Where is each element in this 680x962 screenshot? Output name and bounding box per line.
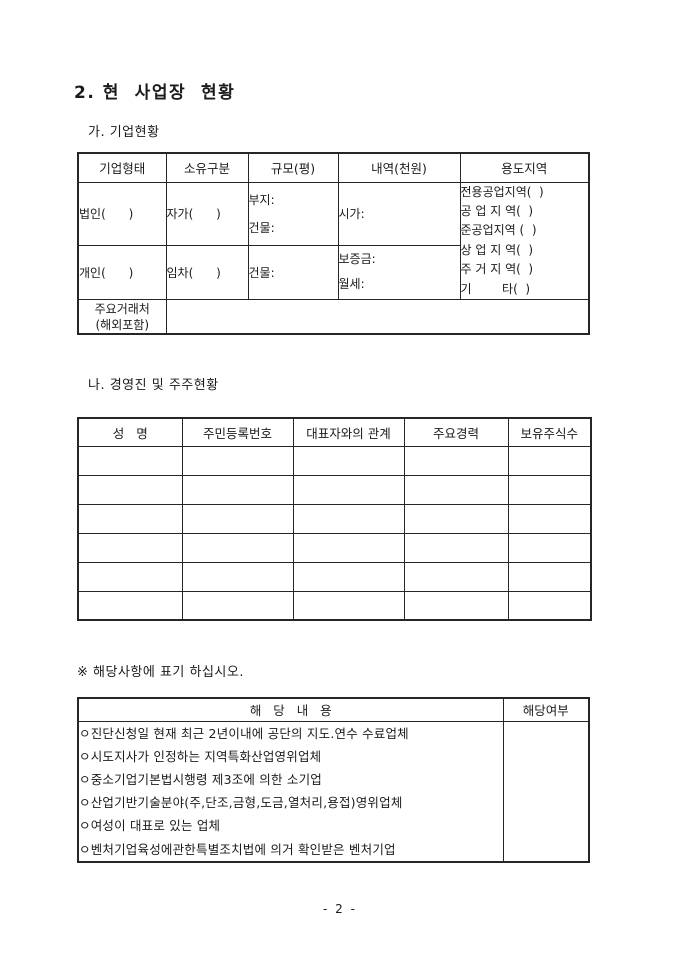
cell-market-price: 시가: [337,181,461,246]
checklist-items-cell: ㅇ진단신청일 현재 최근 2년이내에 공단의 지도.연수 수료업체 ㅇ시도지사가… [77,720,504,863]
checklist-body-row: ㅇ진단신청일 현재 최근 2년이내에 공단의 지도.연수 수료업체 ㅇ시도지사가… [77,720,590,863]
section-a-label: 가. 기업현황 [88,125,160,140]
empty-cell [507,532,592,563]
checklist-item: ㅇ산업기반기술분야(주,단조,금형,도금,열처리,용접)영위업체 [79,795,403,811]
empty-cell [77,590,183,621]
empty-cell [403,503,509,534]
empty-cell [181,561,294,592]
cell-major-partners-value [165,298,590,335]
column-header-shares: 보유주식수 [507,417,592,447]
empty-cell [181,474,294,505]
checklist-item: ㅇ시도지사가 인정하는 지역특화산업영위업체 [79,748,322,764]
empty-cell [292,590,405,621]
check-instruction-note: ※ 해당사항에 표기 하십시오. [77,665,244,680]
cell-major-partners-label: 주요거래처 (해외포함) [77,298,167,335]
cell-corporation-checkbox: 법인( ) [77,181,167,246]
empty-cell [403,590,509,621]
column-header-content: 해 당 내 용 [77,697,504,722]
column-header-career: 주요경력 [403,417,509,447]
management-empty-row [77,503,592,534]
column-header-relation: 대표자와의 관계 [292,417,405,447]
section-b-label: 나. 경영진 및 주주현황 [88,378,219,393]
empty-cell [403,445,509,476]
checklist-item: ㅇ여성이 대표로 있는 업체 [79,818,221,834]
empty-cell [181,532,294,563]
empty-cell [507,474,592,505]
empty-cell [403,561,509,592]
empty-cell [181,590,294,621]
checklist-status-cell [502,720,590,863]
empty-cell [292,561,405,592]
empty-cell [181,445,294,476]
empty-cell [507,590,592,621]
company-info-table: 기업형태 소유구분 규모(평) 내역(천원) 용도지역 법인( ) 자가( ) … [77,152,590,336]
empty-cell [507,503,592,534]
cell-land-building-scale: 부지: 건물: [247,181,339,246]
empty-cell [77,561,183,592]
management-empty-row [77,590,592,621]
checklist-table: 해 당 내 용 해당여부 ㅇ진단신청일 현재 최근 2년이내에 공단의 지도.연… [77,697,590,863]
cell-deposit-rent: 보증금: 월세: [337,244,461,300]
management-empty-row [77,445,592,476]
empty-cell [292,445,405,476]
management-table-header-row: 성 명 주민등록번호 대표자와의 관계 주요경력 보유주식수 [77,417,592,447]
column-header-scale: 규모(평) [247,152,339,183]
empty-cell [292,474,405,505]
empty-cell [507,561,592,592]
page-number: - 2 - [323,902,357,916]
management-empty-row [77,532,592,563]
management-empty-row [77,474,592,505]
column-header-resident-id: 주민등록번호 [181,417,294,447]
empty-cell [292,532,405,563]
company-table-header-row: 기업형태 소유구분 규모(평) 내역(천원) 용도지역 [77,152,590,183]
cell-self-owned-checkbox: 자가( ) [165,181,249,246]
empty-cell [403,532,509,563]
company-table-row-corporation: 법인( ) 자가( ) 부지: 건물: 시가: 전용공업지역( ) 공 업 지 … [77,181,590,300]
empty-cell [403,474,509,505]
management-shareholders-table: 성 명 주민등록번호 대표자와의 관계 주요경력 보유주식수 [77,417,592,621]
column-header-ownership: 소유구분 [165,152,249,183]
empty-cell [77,532,183,563]
cell-leased-checkbox: 임차( ) [165,244,249,300]
checklist-item: ㅇ진단신청일 현재 최근 2년이내에 공단의 지도.연수 수료업체 [79,725,409,741]
column-header-name: 성 명 [77,417,183,447]
cell-individual-checkbox: 개인( ) [77,244,167,300]
empty-cell [507,445,592,476]
empty-cell [77,503,183,534]
page-title: 2. 현 사업장 현황 [74,83,236,103]
empty-cell [292,503,405,534]
management-empty-row [77,561,592,592]
cell-building-scale: 건물: [247,244,339,300]
company-table-row-individual: 개인( ) 임차( ) 건물: 보증금: 월세: [77,244,589,300]
empty-cell [77,445,183,476]
empty-cell [77,474,183,505]
column-header-zoning: 용도지역 [459,152,590,183]
cell-zoning-options: 전용공업지역( ) 공 업 지 역( ) 준공업지역 ( ) 상 업 지 역( … [459,181,590,300]
column-header-company-type: 기업형태 [77,152,167,183]
company-table-row-partners: 주요거래처 (해외포함) [77,298,590,335]
column-header-applicable: 해당여부 [502,697,590,722]
empty-cell [181,503,294,534]
checklist-item: ㅇ벤처기업육성에관한특별조치법에 의거 확인받은 벤처기업 [79,841,396,857]
column-header-detail: 내역(천원) [337,152,461,183]
checklist-item: ㅇ중소기업기본법시행령 제3조에 의한 소기업 [79,771,322,787]
checklist-header-row: 해 당 내 용 해당여부 [77,697,590,722]
